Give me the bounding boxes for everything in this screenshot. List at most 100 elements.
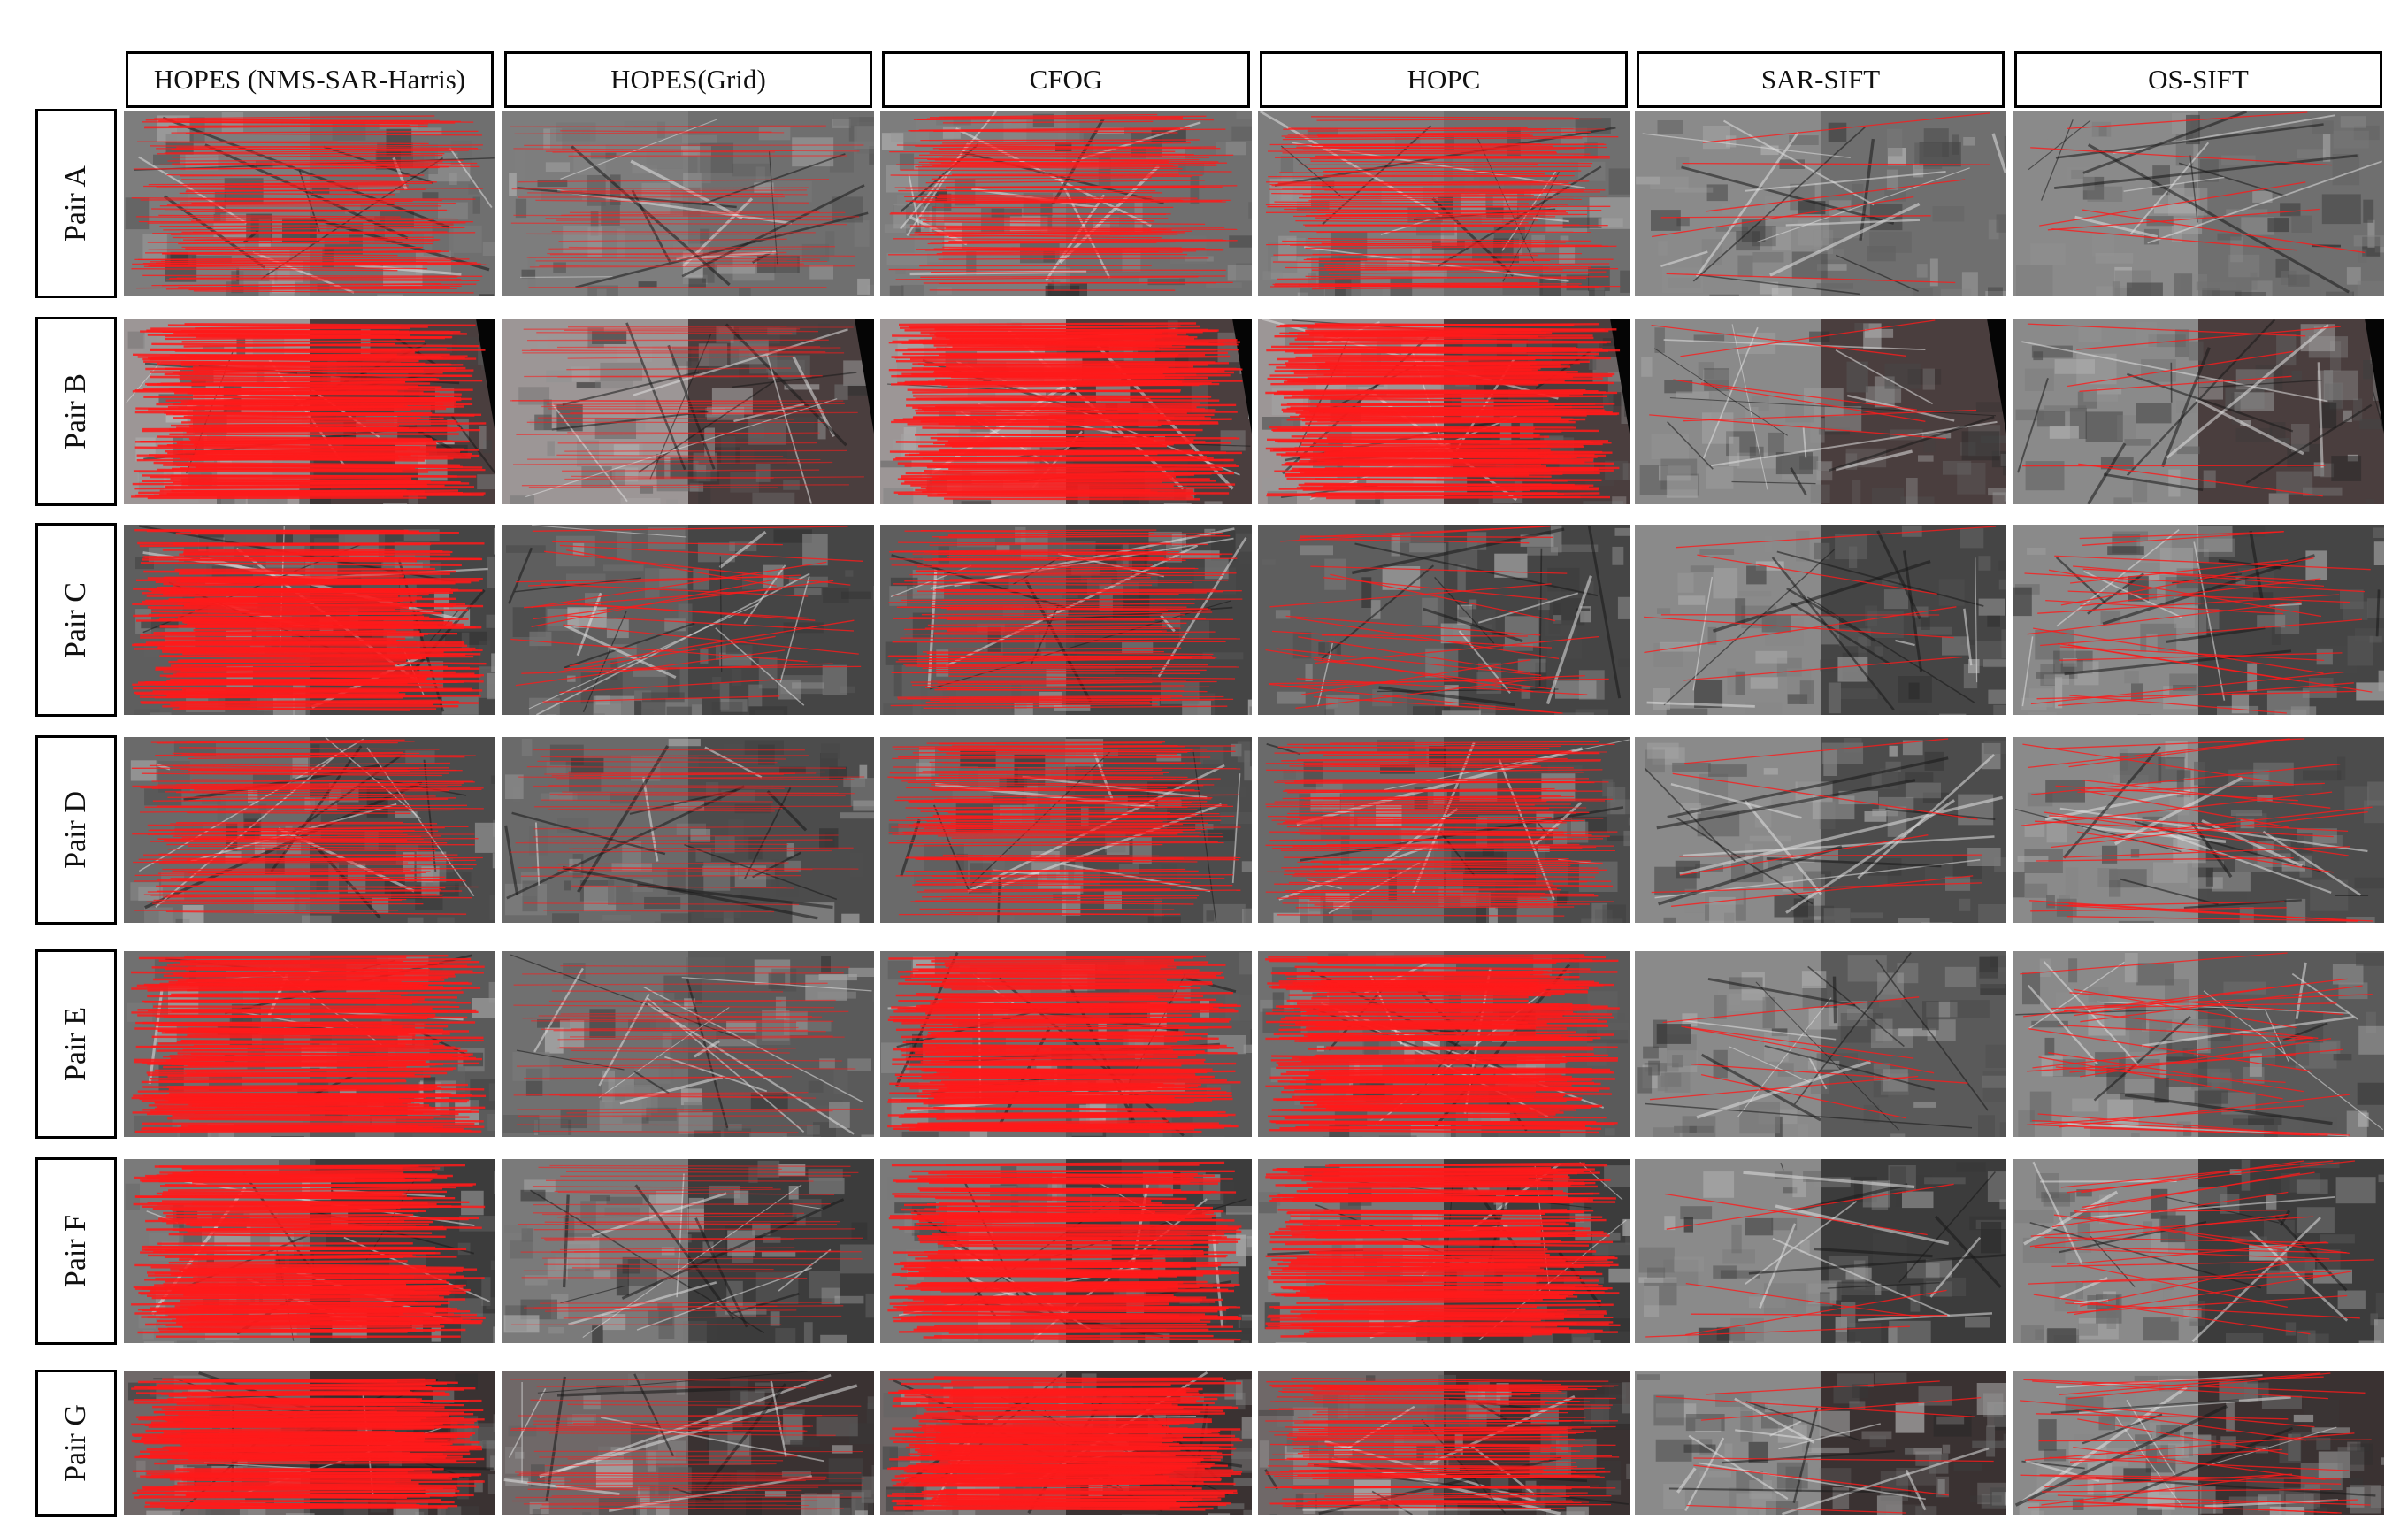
image-pair-canvas: [1635, 737, 2006, 923]
correspondence-lines: [131, 1164, 486, 1338]
image-pair-canvas: [880, 319, 1252, 504]
image-pair-canvas: [124, 737, 495, 923]
match-image: [1258, 319, 1630, 504]
match-image: [1635, 951, 2006, 1137]
image-pair-canvas: [124, 1159, 495, 1343]
match-image: [2013, 737, 2384, 923]
image-pair-canvas: [1635, 319, 2006, 504]
match-image: [2013, 951, 2384, 1137]
match-image: [1635, 111, 2006, 296]
image-pair-canvas: [124, 111, 495, 296]
image-pair-canvas: [502, 111, 874, 296]
image-pair-canvas: [502, 737, 874, 923]
image-pair-canvas: [124, 525, 495, 715]
match-image: [502, 111, 874, 296]
correspondence-lines: [1649, 996, 1968, 1119]
image-pair-canvas: [880, 1371, 1252, 1515]
match-image: [1635, 1159, 2006, 1343]
match-image: [1635, 737, 2006, 923]
image-pair-canvas: [1258, 319, 1630, 504]
match-image: [502, 1371, 874, 1515]
match-image: [880, 951, 1252, 1137]
correspondence-lines: [131, 1378, 485, 1509]
column-header: HOPES(Grid): [504, 51, 872, 108]
optical-image: [2013, 525, 2198, 715]
correspondence-lines: [2030, 111, 2366, 254]
image-pair-canvas: [502, 319, 874, 504]
image-pair-canvas: [1635, 1371, 2006, 1515]
match-image: [124, 525, 495, 715]
image-pair-canvas: [1635, 1159, 2006, 1343]
row-header: Pair F: [35, 1157, 117, 1345]
match-image: [880, 1371, 1252, 1515]
correspondence-lines: [887, 955, 1241, 1133]
image-pair-canvas: [1258, 111, 1630, 296]
match-image: [880, 319, 1252, 504]
match-image: [2013, 525, 2384, 715]
correspondence-lines: [510, 125, 864, 288]
image-pair-canvas: [2013, 1371, 2384, 1515]
correspondence-lines: [2021, 738, 2373, 922]
image-pair-canvas: [124, 319, 495, 504]
correspondence-lines: [2020, 1372, 2372, 1514]
image-pair-canvas: [880, 1159, 1252, 1343]
row-label: Pair D: [59, 791, 93, 869]
match-image: [502, 525, 874, 715]
match-image: [880, 111, 1252, 296]
correspondence-lines: [131, 739, 484, 915]
match-image: [1258, 1159, 1630, 1343]
correspondence-lines: [2020, 952, 2373, 1136]
match-image: [1635, 319, 2006, 504]
correspondence-lines: [1265, 323, 1621, 500]
row-header: Pair E: [35, 949, 117, 1139]
match-image: [1258, 1371, 1630, 1515]
image-pair-canvas: [880, 525, 1252, 715]
correspondence-lines: [1265, 1162, 1621, 1338]
sar-image: [1821, 737, 2006, 923]
image-pair-canvas: [2013, 951, 2384, 1137]
image-pair-canvas: [1258, 1159, 1630, 1343]
match-image: [2013, 1159, 2384, 1343]
row-label: Pair B: [58, 373, 92, 449]
image-pair-canvas: [2013, 111, 2384, 296]
correspondence-lines: [887, 1161, 1242, 1341]
image-pair-canvas: [1258, 1371, 1630, 1515]
match-image: [502, 1159, 874, 1343]
row-header: Pair C: [35, 523, 117, 717]
image-pair-canvas: [1258, 525, 1630, 715]
image-pair-canvas: [1635, 525, 2006, 715]
row-header: Pair A: [35, 109, 117, 298]
match-image: [124, 951, 495, 1137]
match-image: [124, 737, 495, 923]
correspondence-lines: [131, 323, 487, 500]
image-pair-canvas: [124, 1371, 495, 1515]
image-pair-canvas: [2013, 319, 2384, 504]
correspondence-lines: [513, 964, 863, 1133]
row-label: Pair G: [59, 1404, 93, 1482]
match-image: [1258, 951, 1630, 1137]
correspondence-lines: [1652, 112, 1991, 284]
sar-image: [2198, 737, 2384, 923]
correspondence-lines: [1265, 526, 1609, 714]
correspondence-lines: [510, 526, 863, 703]
correspondence-lines: [1644, 526, 1997, 681]
image-pair-canvas: [880, 737, 1252, 923]
correspondence-lines: [1649, 319, 1977, 440]
match-image: [124, 111, 495, 296]
column-header: OS-SIFT: [2014, 51, 2382, 108]
correspondence-lines: [1264, 1377, 1620, 1509]
match-image: [1258, 525, 1630, 715]
match-image: [124, 1371, 495, 1515]
row-header: Pair D: [35, 735, 117, 925]
correspondence-lines: [1265, 741, 1618, 917]
correspondence-lines: [887, 529, 1243, 710]
match-image: [124, 1159, 495, 1343]
sar-image: [1821, 111, 2006, 296]
image-pair-canvas: [2013, 1159, 2384, 1343]
image-pair-canvas: [880, 111, 1252, 296]
correspondence-lines: [511, 1164, 863, 1325]
match-image: [880, 1159, 1252, 1343]
correspondence-lines: [1265, 116, 1621, 290]
correspondence-lines: [2021, 323, 2341, 497]
